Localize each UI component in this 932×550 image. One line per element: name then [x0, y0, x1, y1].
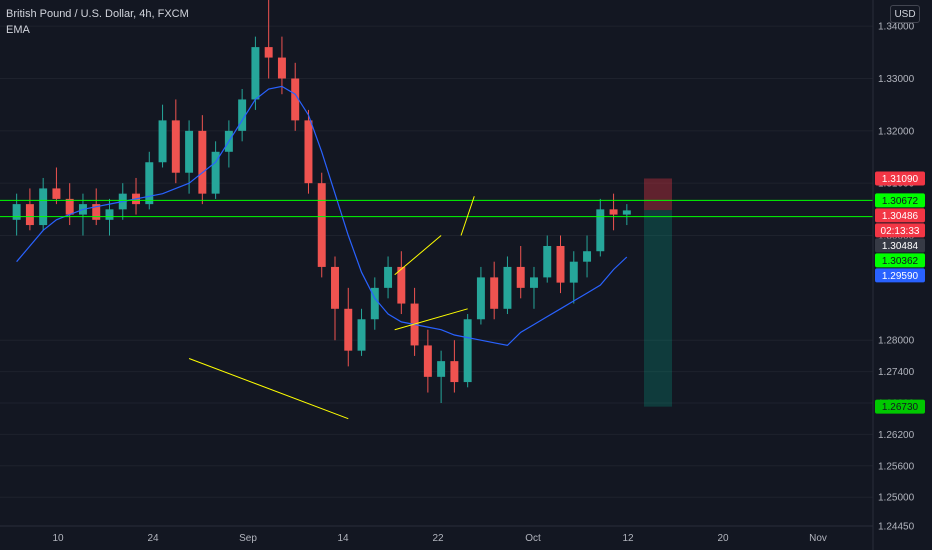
candle-body	[503, 266, 512, 309]
candle-body	[583, 251, 592, 262]
candle-body	[423, 345, 432, 377]
candle-body	[370, 287, 379, 320]
candle-body	[211, 151, 220, 194]
candle-body	[357, 319, 366, 351]
candle-body	[238, 99, 247, 131]
price-badge-text: 1.30672	[882, 196, 919, 207]
price-tick-label: 1.25600	[878, 461, 915, 472]
time-axis[interactable]: 10 24 Sep 14 22 Oct 12 20 Nov	[52, 533, 826, 544]
candle-body	[171, 120, 180, 173]
candle-body	[198, 130, 207, 194]
price-badge-text: 1.29590	[882, 271, 919, 282]
currency-button[interactable]: USD	[890, 5, 920, 23]
candle-body	[25, 204, 34, 226]
time-tick-label: 20	[717, 533, 729, 544]
price-tick-label: 1.33000	[878, 74, 915, 85]
price-badge	[875, 208, 925, 223]
price-tick-label: 1.34000	[878, 22, 915, 33]
candle-body	[304, 120, 313, 184]
time-tick-label: 10	[52, 533, 64, 544]
time-tick-label: 22	[432, 533, 444, 544]
indicator-label[interactable]: EMA	[6, 24, 30, 36]
time-tick-label: Nov	[809, 533, 827, 544]
candle-body	[463, 319, 472, 383]
candle-body	[622, 210, 631, 215]
candle-body	[596, 209, 605, 252]
candle-body	[543, 245, 552, 278]
price-badge-text: 1.30362	[882, 256, 919, 267]
candle-body	[105, 209, 114, 220]
candle-body	[251, 47, 260, 100]
candle-body	[92, 204, 101, 220]
price-badge-text: 1.30484	[882, 241, 919, 252]
candle-body	[39, 188, 48, 226]
trendline[interactable]	[394, 308, 468, 331]
candle-body	[556, 245, 565, 283]
candle-body	[264, 47, 273, 58]
indicator-lines	[16, 85, 628, 347]
price-badge-text: 02:13:33	[881, 226, 920, 237]
candle-body	[569, 261, 578, 283]
price-tick-label: 1.26200	[878, 430, 915, 441]
time-tick-label: 14	[337, 533, 349, 544]
ema-line	[16, 85, 628, 347]
candle-body	[145, 162, 154, 205]
price-tick-label: 1.32000	[878, 126, 915, 137]
time-tick-label: Oct	[525, 533, 541, 544]
price-badge	[875, 399, 925, 414]
candle-body	[476, 277, 485, 320]
candle-body	[609, 209, 618, 215]
candle-body	[291, 78, 300, 121]
price-tick-label: 1.25000	[878, 493, 915, 504]
time-tick-label: Sep	[239, 533, 257, 544]
candle-body	[516, 266, 525, 288]
price-badge	[875, 193, 925, 208]
candle-body	[12, 204, 21, 220]
price-badge	[875, 253, 925, 268]
stop-loss-zone[interactable]	[644, 178, 672, 211]
drawings[interactable]	[0, 196, 873, 420]
candle-body	[397, 266, 406, 304]
candle-body	[317, 183, 326, 267]
position-tool[interactable]	[644, 178, 672, 407]
time-tick-label: 12	[622, 533, 634, 544]
candle-body	[437, 361, 446, 377]
candle-body	[65, 198, 74, 215]
candle-body	[158, 120, 167, 163]
price-tick-label: 1.24450	[878, 522, 915, 533]
price-badge	[875, 268, 925, 283]
candle-body	[277, 57, 286, 79]
trendline[interactable]	[460, 196, 475, 236]
symbol-title[interactable]: British Pound / U.S. Dollar, 4h, FXCM	[6, 8, 189, 20]
price-badge	[875, 238, 925, 253]
time-tick-label: 24	[147, 533, 159, 544]
price-badge-text: 1.26730	[882, 402, 919, 413]
candle-body	[344, 308, 353, 351]
price-badge	[875, 223, 925, 238]
candle-body	[384, 266, 393, 288]
price-badge-text: 1.30486	[882, 211, 919, 222]
candle-body	[490, 277, 499, 309]
candle-body	[185, 130, 194, 173]
price-tick-label: 1.27400	[878, 367, 915, 378]
trendline[interactable]	[188, 358, 349, 420]
candle-body	[52, 188, 61, 199]
price-badge	[875, 171, 925, 186]
candle-body	[530, 277, 538, 288]
take-profit-zone[interactable]	[644, 210, 672, 407]
candles	[12, 0, 631, 404]
price-badge-text: 1.31090	[882, 174, 919, 185]
price-tick-label: 1.28000	[878, 336, 915, 347]
price-badges: 1.31090 1.30672 1.30486 02:13:33 1.30484 1.30…	[875, 171, 925, 414]
trendline[interactable]	[394, 235, 442, 276]
candle-body	[450, 361, 459, 383]
candle-body	[331, 266, 339, 309]
